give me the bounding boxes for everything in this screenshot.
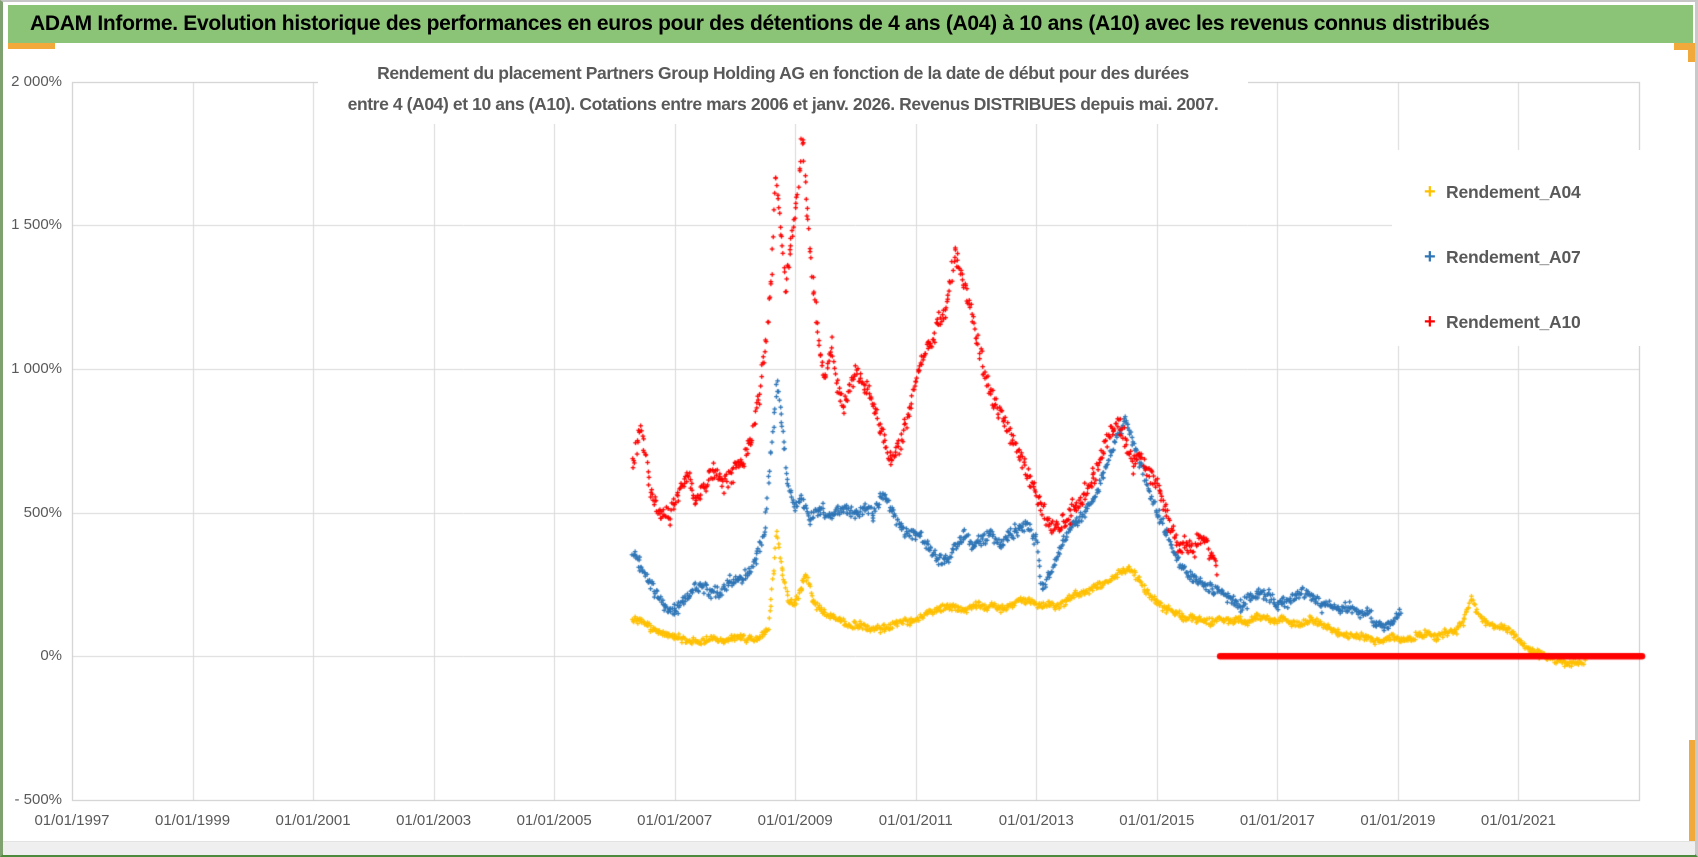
x-tick-label: 01/01/2013 [998, 812, 1074, 829]
y-tick-label: 0% [40, 647, 62, 665]
x-tick-label: 01/01/2015 [1119, 812, 1195, 829]
x-tick-label: 01/01/2017 [1239, 812, 1315, 829]
chart-title-line1: Rendement du placement Partners Group Ho… [377, 63, 1189, 83]
y-tick-label: 1 500% [11, 216, 62, 234]
legend-marker-icon: + [1424, 311, 1436, 333]
chart-title-line2: entre 4 (A04) et 10 ans (A10). Cotations… [347, 94, 1219, 114]
x-tick-label: 01/01/2021 [1480, 812, 1556, 829]
legend-item-rendement_a04[interactable]: + Rendement_A04 [1392, 160, 1652, 225]
legend-item-rendement_a10[interactable]: + Rendement_A10 [1392, 290, 1652, 355]
x-tick-label: 01/01/2011 [878, 812, 953, 829]
legend-label: Rendement_A04 [1446, 182, 1581, 202]
legend-marker-icon: + [1424, 246, 1436, 268]
chart-title: Rendement du placement Partners Group Ho… [318, 58, 1248, 124]
legend-item-rendement_a07[interactable]: + Rendement_A07 [1392, 225, 1652, 290]
x-tick-label: 01/01/2003 [396, 812, 472, 829]
x-tick-label: 01/01/1997 [34, 812, 110, 829]
legend-marker-icon: + [1424, 181, 1436, 203]
y-tick-label: 1 000% [11, 360, 62, 377]
y-tick-label: 500% [23, 503, 62, 521]
x-tick-label: 01/01/2005 [516, 812, 592, 829]
x-tick-label: 01/01/2019 [1360, 812, 1436, 829]
legend-label: Rendement_A10 [1446, 312, 1581, 332]
y-tick-label: 2 000% [11, 72, 62, 90]
x-tick-label: 01/01/1999 [154, 812, 231, 829]
x-tick-label: 01/01/2009 [757, 812, 833, 829]
y-tick-label: - 500% [14, 790, 62, 808]
chart-legend[interactable]: + Rendement_A04 + Rendement_A07 + Rendement_A… [1392, 150, 1652, 346]
x-tick-label: 01/01/2001 [275, 812, 351, 829]
legend-label: Rendement_A07 [1446, 247, 1581, 267]
x-tick-label: 01/01/2007 [637, 812, 713, 829]
